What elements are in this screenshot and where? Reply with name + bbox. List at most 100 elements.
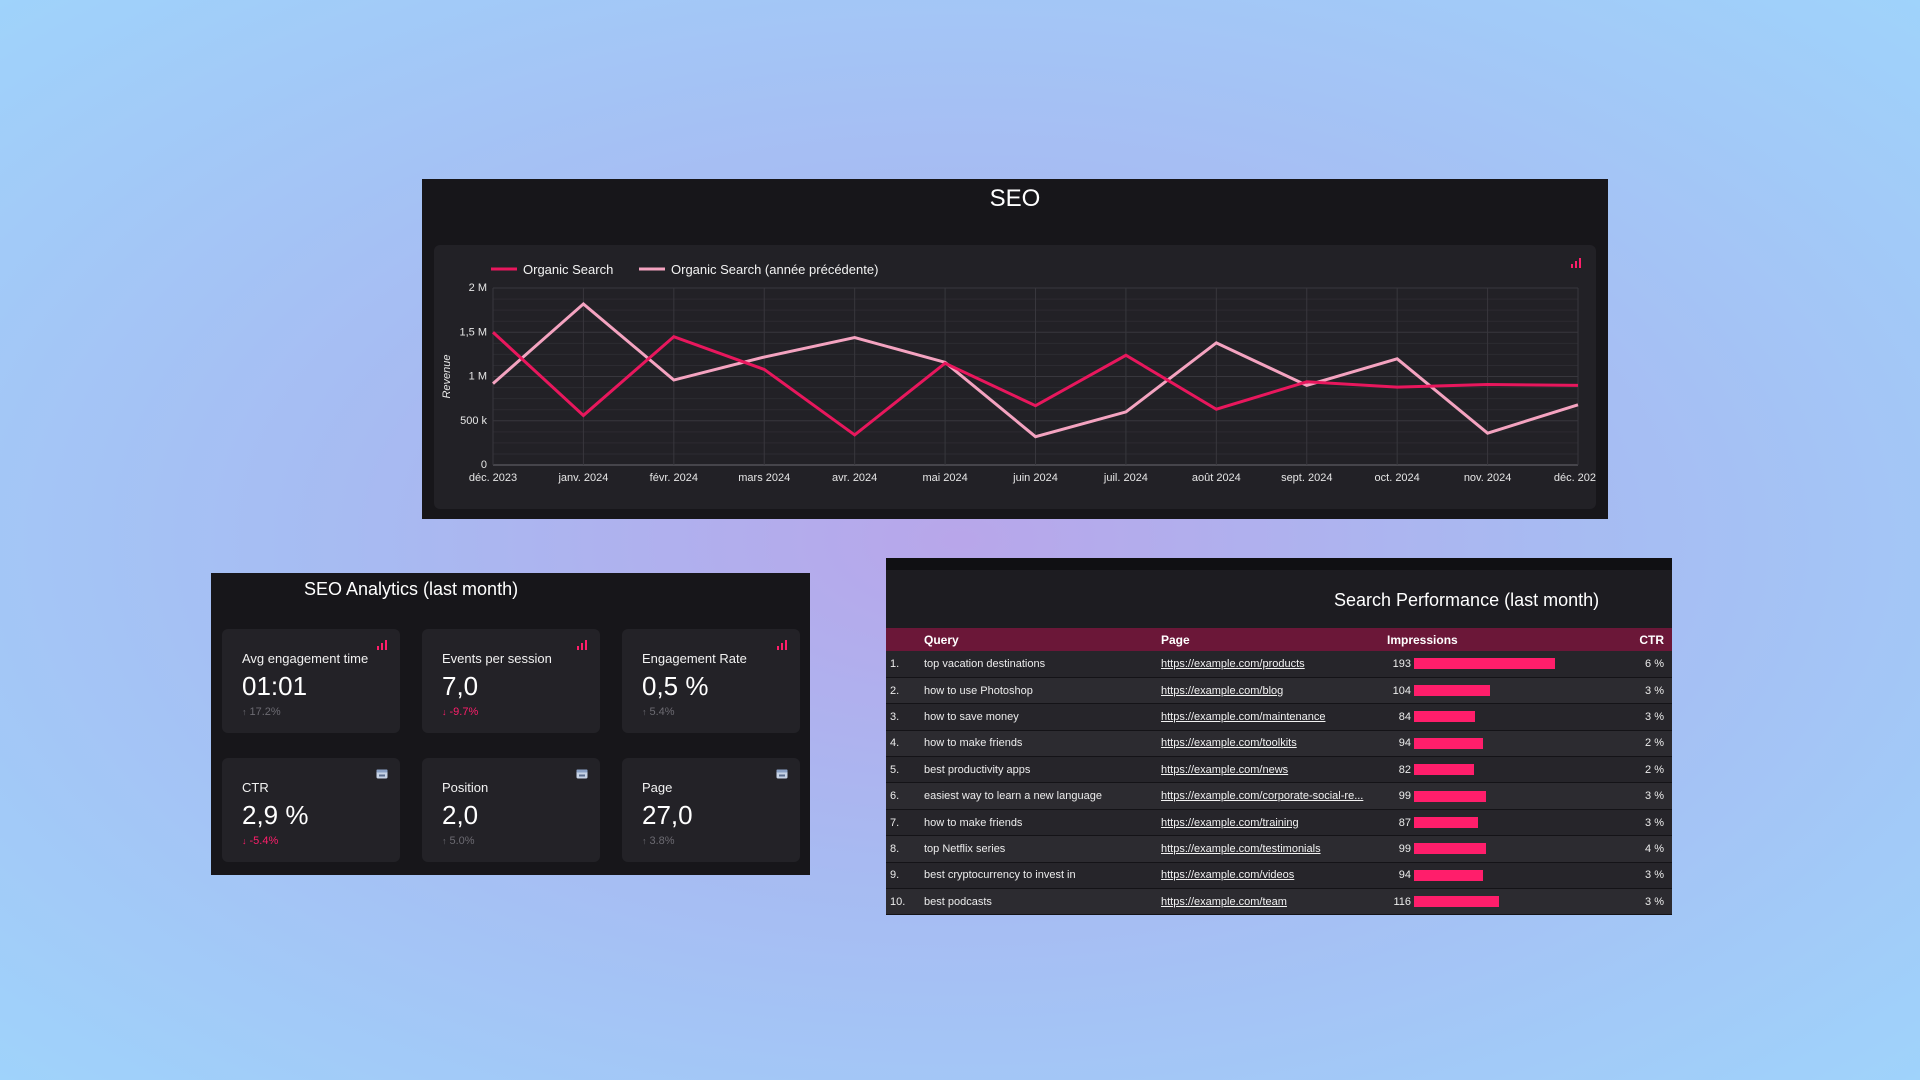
header-query[interactable]: Query	[918, 628, 1155, 651]
ctr-cell: 3 %	[1615, 888, 1672, 916]
page-cell: https://example.com/training	[1155, 809, 1381, 837]
table-row[interactable]: 1. top vacation destinations https://examp…	[886, 651, 1672, 678]
y-tick-label: 0	[481, 459, 487, 471]
ctr-cell: 6 %	[1615, 651, 1672, 678]
page-link[interactable]: https://example.com/maintenance	[1161, 710, 1326, 723]
table-row[interactable]: 10. best podcasts https://example.com/team…	[886, 888, 1672, 916]
impressions-bar	[1414, 896, 1499, 908]
x-tick-label: mai 2024	[922, 472, 967, 484]
x-tick-label: déc. 2024	[1554, 472, 1596, 484]
impressions-bar	[1414, 869, 1483, 881]
series-line-organic-search[interactable]	[491, 331, 1579, 437]
x-tick-label: oct. 2024	[1375, 472, 1420, 484]
seo-analytics-panel: SEO Analytics (last month) Avg engagemen…	[211, 573, 810, 875]
page-link[interactable]: https://example.com/blog	[1161, 684, 1284, 697]
impressions-cell: 99	[1381, 782, 1615, 810]
x-tick-label: juil. 2024	[1103, 472, 1148, 484]
impressions-cell: 84	[1381, 703, 1615, 731]
page-link[interactable]: https://example.com/testimonials	[1161, 842, 1321, 855]
search-console-icon[interactable]	[376, 768, 388, 780]
query-cell: top Netflix series	[918, 835, 1155, 863]
row-number: 5.	[886, 756, 918, 784]
kpi-value: 0,5 %	[642, 671, 709, 701]
kpi-card[interactable]: Page 27,0 ↑ 3.8%	[622, 758, 800, 862]
page-link[interactable]: https://example.com/products	[1161, 657, 1305, 670]
ctr-cell: 3 %	[1615, 782, 1672, 810]
legend-label[interactable]: Organic Search	[523, 262, 613, 277]
table-row[interactable]: 2. how to use Photoshop https://example.co…	[886, 677, 1672, 705]
page-link[interactable]: https://example.com/team	[1161, 895, 1287, 908]
impressions-bar	[1414, 817, 1478, 829]
seo-line-chart[interactable]: 0 500 k 1 M 1,5 M 2 M déc. 2023 janv. 2024 févr…	[434, 245, 1596, 509]
impressions-value: 193	[1392, 657, 1411, 670]
kpi-label: Engagement Rate	[642, 651, 747, 666]
kpi-delta-value: 5.4%	[649, 706, 675, 718]
search-console-icon[interactable]	[576, 768, 588, 780]
kpi-delta-value: -5.4%	[249, 835, 279, 847]
table-row[interactable]: 3. how to save money https://example.com/m…	[886, 703, 1672, 731]
search-console-icon[interactable]	[776, 768, 788, 780]
series-line-organic-search-previous-year[interactable]	[492, 301, 1579, 439]
page-link[interactable]: https://example.com/training	[1161, 816, 1299, 829]
page-cell: https://example.com/maintenance	[1155, 703, 1381, 731]
table-header-row: Query Page Impressions CTR	[886, 628, 1672, 651]
page-link[interactable]: https://example.com/toolkits	[1161, 737, 1297, 750]
page-link[interactable]: https://example.com/news	[1161, 763, 1289, 776]
kpi-delta-value: 5.0%	[449, 835, 475, 847]
page-link[interactable]: https://example.com/videos	[1161, 869, 1295, 882]
kpi-card[interactable]: CTR 2,9 % ↓ -5.4%	[222, 758, 400, 862]
page-link[interactable]: https://example.com/corporate-social-re.…	[1161, 790, 1364, 803]
y-tick-label: 1 M	[469, 371, 487, 383]
x-tick-label: févr. 2024	[650, 472, 698, 484]
x-tick-label: avr. 2024	[832, 472, 877, 484]
kpi-value: 27,0	[642, 800, 693, 830]
impressions-value: 116	[1393, 895, 1411, 908]
kpi-card[interactable]: Position 2,0 ↑ 5.0%	[422, 758, 600, 862]
impressions-bar	[1414, 790, 1486, 802]
x-tick-label: déc. 2023	[469, 472, 517, 484]
table-row[interactable]: 8. top Netflix series https://example.com/…	[886, 835, 1672, 863]
seo-chart-card[interactable]: 0 500 k 1 M 1,5 M 2 M déc. 2023 janv. 2024 févr…	[434, 245, 1596, 509]
kpi-value: 7,0	[442, 671, 479, 701]
kpi-grid: Avg engagement time 01:01 ↑ 17.2% Events per…	[222, 629, 800, 862]
kpi-card[interactable]: Events per session 7,0 ↓ -9.7%	[422, 629, 600, 733]
bar-chart-icon[interactable]	[576, 639, 588, 651]
table-row[interactable]: 6. easiest way to learn a new language htt…	[886, 782, 1672, 810]
kpi-label: Events per session	[442, 651, 552, 666]
seo-title: SEO	[989, 185, 1041, 212]
table-row[interactable]: 4. how to make friends https://example.com…	[886, 730, 1672, 758]
bar-chart-icon[interactable]	[1570, 257, 1582, 269]
kpi-delta-value: 17.2%	[249, 706, 281, 718]
impressions-value: 94	[1398, 737, 1411, 750]
query-cell: easiest way to learn a new language	[918, 782, 1155, 810]
impressions-value: 84	[1398, 710, 1411, 723]
impressions-bar	[1414, 843, 1486, 855]
kpi-card[interactable]: Engagement Rate 0,5 % ↑ 5.4%	[622, 629, 800, 733]
header-num[interactable]	[886, 628, 918, 651]
legend-label[interactable]: Organic Search (année précédente)	[671, 262, 878, 277]
ctr-cell: 2 %	[1615, 756, 1672, 784]
kpi-card[interactable]: Avg engagement time 01:01 ↑ 17.2%	[222, 629, 400, 733]
header-impressions[interactable]: Impressions	[1381, 628, 1615, 651]
impressions-value: 99	[1398, 790, 1411, 803]
kpi-label: CTR	[242, 780, 269, 795]
bar-chart-icon[interactable]	[776, 639, 788, 651]
row-number: 2.	[886, 677, 918, 705]
kpi-value: 01:01	[242, 671, 308, 701]
impressions-value: 104	[1392, 684, 1411, 697]
x-tick-label: mars 2024	[738, 472, 790, 484]
table-title: Search Performance (last month)	[1334, 590, 1600, 610]
header-page[interactable]: Page	[1155, 628, 1381, 651]
page-cell: https://example.com/news	[1155, 756, 1381, 784]
impressions-cell: 116	[1381, 888, 1615, 916]
table-row[interactable]: 5. best productivity apps https://example.…	[886, 756, 1672, 784]
impressions-cell: 193	[1381, 651, 1615, 678]
kpi-delta: ↓ -5.4%	[242, 835, 400, 847]
kpi-delta: ↑ 17.2%	[242, 706, 400, 718]
header-ctr[interactable]: CTR	[1615, 628, 1672, 651]
table-row[interactable]: 7. how to make friends https://example.com…	[886, 809, 1672, 837]
ctr-cell: 4 %	[1615, 835, 1672, 863]
bar-chart-icon[interactable]	[376, 639, 388, 651]
page-cell: https://example.com/videos	[1155, 862, 1381, 890]
table-row[interactable]: 9. best cryptocurrency to invest in https:…	[886, 862, 1672, 890]
